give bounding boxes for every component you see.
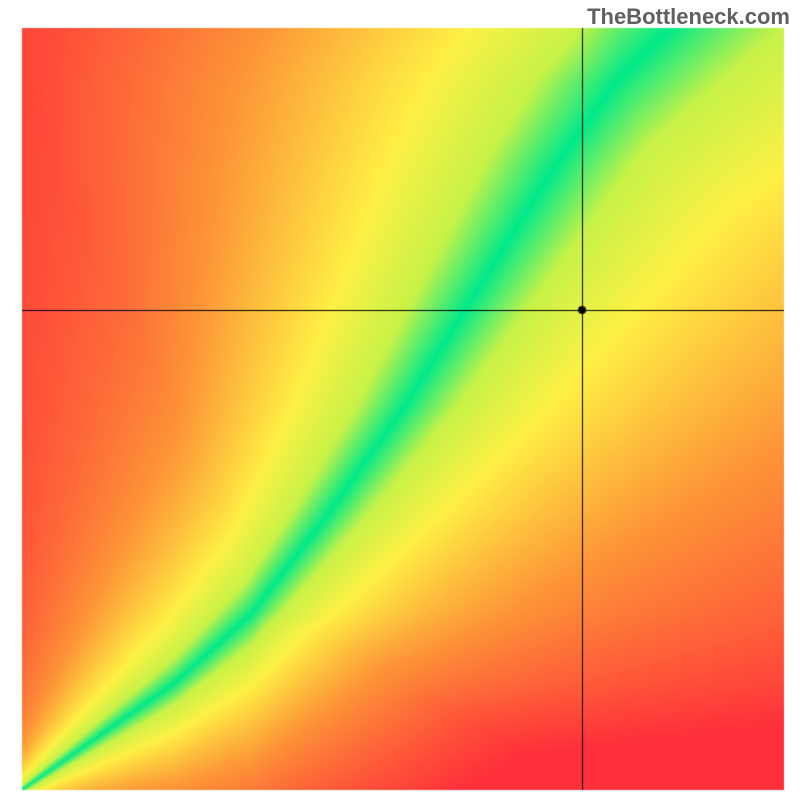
chart-container: TheBottleneck.com xyxy=(0,0,800,800)
watermark-text: TheBottleneck.com xyxy=(587,4,790,30)
bottleneck-heatmap xyxy=(0,0,800,800)
